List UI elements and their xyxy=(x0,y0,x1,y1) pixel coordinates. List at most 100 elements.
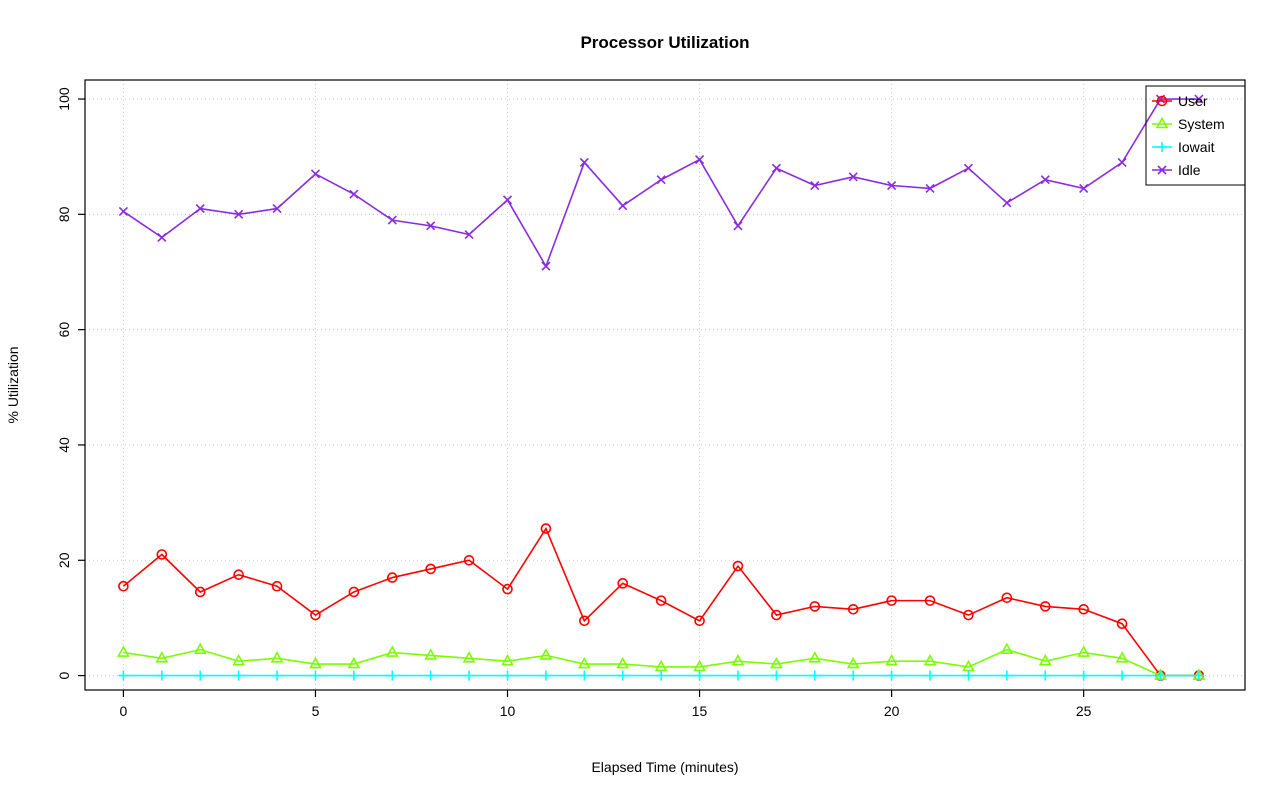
series-idle-marker xyxy=(426,221,436,231)
series-user-marker xyxy=(386,572,398,583)
series-idle-marker xyxy=(887,180,897,191)
series-user-marker xyxy=(809,601,821,612)
series-system-marker xyxy=(424,648,438,660)
series-system-marker xyxy=(1000,642,1014,654)
series-system-marker xyxy=(270,651,284,663)
series-idle-marker xyxy=(272,204,282,214)
series-idle-marker xyxy=(771,163,781,173)
series-user-marker xyxy=(540,523,552,534)
series-system-marker xyxy=(577,656,591,669)
series-idle-marker xyxy=(963,163,974,173)
legend-marker-idle xyxy=(1157,165,1167,175)
series-idle-marker xyxy=(157,232,167,242)
series-system-marker xyxy=(501,654,514,666)
series-system-line xyxy=(123,648,1199,677)
series-user-marker xyxy=(655,595,667,606)
series-system-marker xyxy=(462,651,476,663)
x-axis-label: Elapsed Time (minutes) xyxy=(591,759,738,775)
series-idle-marker xyxy=(1079,183,1089,193)
series-idle-marker xyxy=(541,261,551,271)
legend-label-system: System xyxy=(1178,116,1225,132)
series-user-marker xyxy=(156,549,168,560)
x-tick-label: 0 xyxy=(120,703,128,719)
series-idle-marker xyxy=(1194,94,1204,104)
series-layer xyxy=(117,94,1206,681)
legend-layer xyxy=(1145,85,1246,186)
series-user-marker xyxy=(963,609,974,621)
series-idle-marker xyxy=(1002,198,1012,208)
series-user xyxy=(118,523,1205,681)
series-system-marker xyxy=(1115,651,1129,663)
series-user-marker xyxy=(886,595,897,606)
series-system-marker xyxy=(923,654,937,666)
series-user-marker xyxy=(771,609,782,621)
series-user-marker xyxy=(1116,618,1128,629)
series-system-marker xyxy=(693,659,706,672)
series-user-marker xyxy=(694,615,705,627)
legend-label-idle: Idle xyxy=(1178,162,1201,178)
series-system-marker xyxy=(155,651,169,663)
series-idle-line xyxy=(122,98,1199,269)
series-idle-marker xyxy=(733,221,743,231)
series-user-marker xyxy=(463,554,475,566)
plot-box xyxy=(84,79,1246,691)
series-user-marker xyxy=(579,615,590,627)
series-system-marker xyxy=(1038,654,1052,666)
y-tick-label: 60 xyxy=(56,322,72,338)
x-tick-label: 10 xyxy=(500,703,516,719)
y-axis-label: % Utilization xyxy=(5,346,21,423)
series-user-marker xyxy=(194,586,206,598)
y-tick-label: 80 xyxy=(56,206,72,222)
x-tick-label: 5 xyxy=(312,703,320,719)
series-system-marker xyxy=(654,659,668,672)
series-user-marker xyxy=(233,569,244,580)
series-system-marker xyxy=(731,654,745,666)
series-user-marker xyxy=(502,583,513,595)
series-system-marker xyxy=(539,648,553,660)
y-tick-label: 100 xyxy=(56,87,72,111)
series-system-marker xyxy=(770,656,783,669)
series-system-marker xyxy=(117,645,130,657)
chart-title: Processor Utilization xyxy=(580,33,749,52)
series-user-marker xyxy=(732,560,744,572)
series-system-marker xyxy=(885,654,898,666)
series-user-marker xyxy=(847,603,859,615)
series-user-marker xyxy=(310,609,321,621)
series-idle-marker xyxy=(925,183,935,193)
series-system-marker xyxy=(193,642,207,654)
series-idle-marker xyxy=(810,180,820,191)
x-tick-label: 25 xyxy=(1076,703,1092,719)
series-user-marker xyxy=(1001,592,1013,604)
series-system-marker xyxy=(309,656,322,669)
series-idle-marker xyxy=(1117,157,1127,168)
series-system-marker xyxy=(962,659,975,672)
series-user-marker xyxy=(271,580,283,592)
legend-label-user: User xyxy=(1178,93,1208,109)
series-system-marker xyxy=(385,645,399,657)
series-idle-marker xyxy=(310,169,321,179)
y-tick-label: 40 xyxy=(56,437,72,453)
y-tick-label: 0 xyxy=(56,671,72,679)
series-user-line xyxy=(122,526,1199,677)
series-iowait xyxy=(118,670,1204,681)
series-idle-marker xyxy=(349,189,359,199)
series-user-marker xyxy=(425,563,436,575)
legend-marker-system xyxy=(1155,116,1169,129)
series-idle-marker xyxy=(848,172,858,182)
series-idle-marker xyxy=(502,195,513,205)
series-idle-marker xyxy=(695,154,705,165)
series-idle-marker xyxy=(195,204,205,214)
series-idle-marker xyxy=(1040,175,1050,185)
series-user-marker xyxy=(1039,601,1051,612)
series-user-marker xyxy=(118,580,129,592)
series-idle-marker xyxy=(387,215,397,225)
legend-box xyxy=(1145,85,1246,186)
axes-layer: 0 5 10 15 20 25 0 20 40 60 80 100 xyxy=(56,79,1246,719)
series-idle-marker xyxy=(234,209,244,219)
y-tick-label: 20 xyxy=(56,552,72,568)
series-system-marker xyxy=(616,656,630,669)
legend-label-iowait: Iowait xyxy=(1178,139,1215,155)
series-user-marker xyxy=(1078,603,1089,615)
